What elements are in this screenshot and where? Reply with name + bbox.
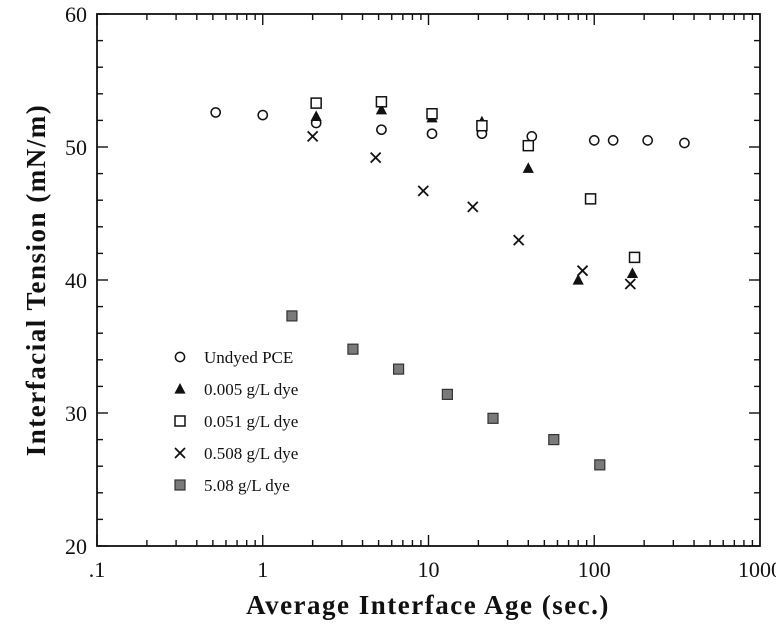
- data-point-series-1: [526, 131, 538, 142]
- data-point-series-1: [376, 124, 387, 136]
- x-tick-label: 10: [418, 557, 440, 582]
- data-point-series-4: [370, 152, 382, 164]
- legend-marker: [174, 351, 186, 363]
- legend-label: Undyed PCE: [204, 348, 293, 367]
- y-tick-label: 40: [65, 268, 87, 293]
- legend-label: 0.005 g/L dye: [204, 380, 298, 399]
- y-tick-label: 30: [65, 401, 87, 426]
- x-axis-title: Average Interface Age (sec.): [246, 590, 610, 620]
- data-point-series-2: [522, 162, 534, 173]
- x-tick-label: 1: [257, 557, 268, 582]
- axis-tick-labels: .1 1 10 100 1000 20 30 40 50 60: [65, 2, 776, 582]
- y-tick-label: 20: [65, 534, 87, 559]
- y-axis-title: Interfacial Tension (mN/m): [21, 104, 51, 457]
- data-point-series-3: [522, 139, 535, 152]
- legend-marker: [174, 447, 186, 459]
- data-point-series-1: [679, 137, 690, 149]
- legend: Undyed PCE 0.005 g/L dye 0.051 g/L dye 0.50…: [174, 348, 298, 495]
- data-point-series-3: [628, 251, 641, 264]
- data-point-series-3: [310, 97, 322, 109]
- legend-marker: [174, 383, 186, 394]
- data-point-series-1: [607, 135, 619, 146]
- data-point-series-4: [417, 185, 429, 197]
- data-point-series-1: [426, 128, 438, 140]
- data-point-series-5: [392, 363, 405, 375]
- data-point-series-3: [584, 193, 597, 205]
- data-point-series-3: [375, 96, 388, 108]
- data-point-series-4: [307, 130, 319, 142]
- data-point-series-4: [576, 265, 589, 277]
- data-point-series-3: [426, 108, 438, 120]
- legend-marker: [174, 415, 186, 427]
- data-point-series-4: [624, 278, 636, 290]
- x-tick-label: 100: [578, 557, 611, 582]
- data-point-series-5: [286, 310, 298, 322]
- data-point-series-5: [347, 343, 359, 355]
- data-point-series-5: [487, 412, 499, 424]
- legend-label: 0.051 g/L dye: [204, 412, 298, 431]
- y-tick-label: 60: [65, 2, 87, 27]
- legend-label: 0.508 g/L dye: [204, 444, 298, 463]
- data-point-series-4: [513, 234, 525, 246]
- data-point-series-5: [441, 388, 453, 400]
- x-tick-label: 1000: [738, 557, 776, 582]
- data-point-series-5: [594, 459, 606, 471]
- data-point-series-2: [375, 103, 388, 115]
- legend-label: 5.08 g/L dye: [204, 476, 290, 495]
- plot-frame: [96, 13, 761, 547]
- data-point-series-1: [210, 107, 222, 118]
- legend-marker: [174, 479, 186, 491]
- y-tick-label: 50: [65, 135, 87, 160]
- data-point-series-2: [626, 267, 639, 278]
- data-point-series-1: [642, 135, 654, 146]
- data-points: [210, 96, 690, 471]
- data-point-series-1: [588, 135, 600, 146]
- data-point-series-1: [257, 109, 269, 121]
- data-point-series-2: [572, 274, 584, 285]
- axis-ticks: [96, 13, 760, 547]
- data-point-series-2: [310, 110, 322, 122]
- x-tick-label: .1: [89, 557, 106, 582]
- data-point-series-3: [476, 119, 488, 132]
- data-point-series-5: [548, 434, 560, 446]
- data-point-series-4: [467, 201, 479, 213]
